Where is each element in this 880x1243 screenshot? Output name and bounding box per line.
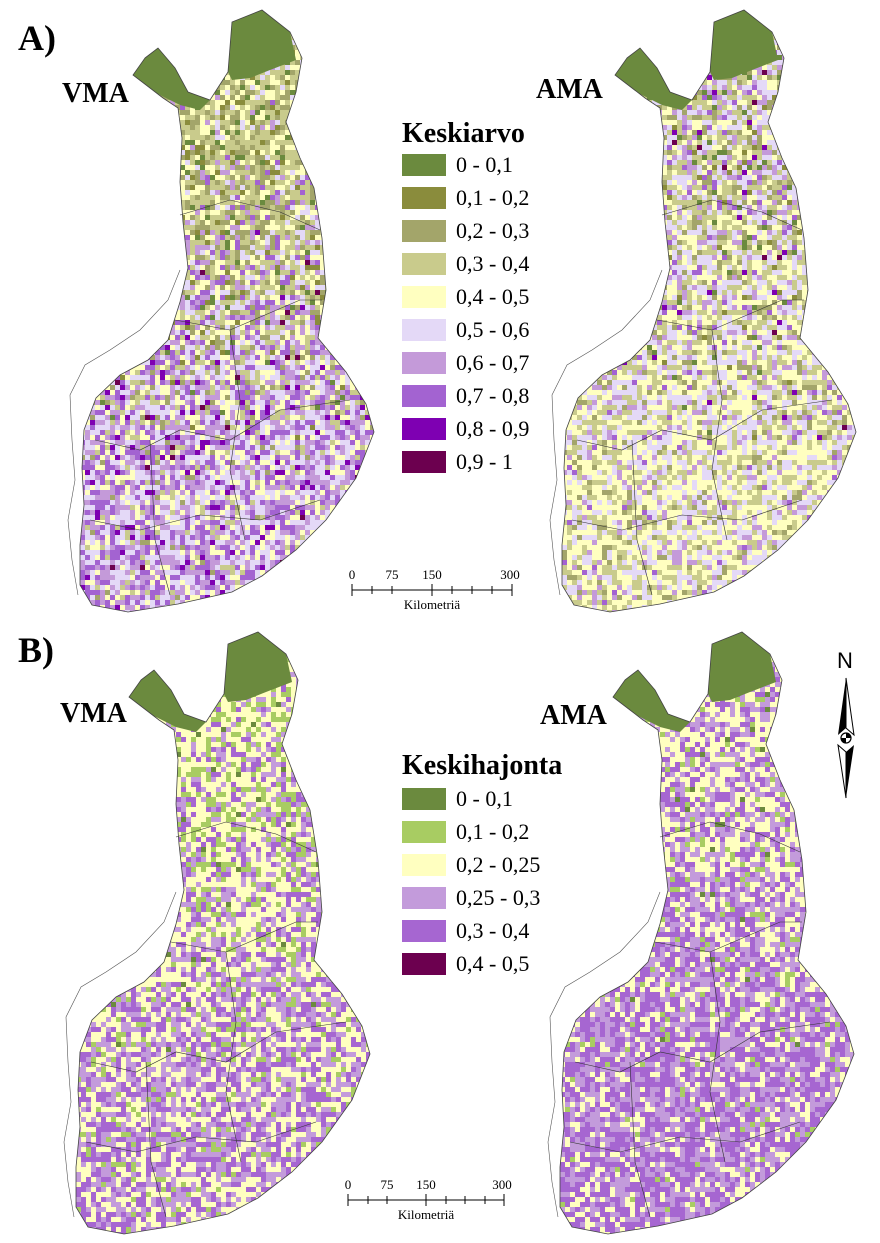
legend-label: 0,25 - 0,3 bbox=[456, 887, 540, 909]
legend-swatch bbox=[402, 451, 446, 473]
legend-item: 0 - 0,1 bbox=[402, 152, 513, 178]
region-borders bbox=[89, 199, 351, 596]
legend-swatch bbox=[402, 187, 446, 209]
legend-label: 0,2 - 0,25 bbox=[456, 854, 540, 876]
legend-item: 0,25 - 0,3 bbox=[402, 885, 540, 911]
legend-swatch bbox=[402, 319, 446, 341]
legend-item: 0,3 - 0,4 bbox=[402, 918, 529, 944]
legend-label: 0,1 - 0,2 bbox=[456, 821, 529, 843]
legend-item: 0,6 - 0,7 bbox=[402, 350, 529, 376]
legend-label: 0,2 - 0,3 bbox=[456, 220, 529, 242]
legend-item: 0,4 - 0,5 bbox=[402, 284, 529, 310]
legend-label: 0,1 - 0,2 bbox=[456, 187, 529, 209]
country-border bbox=[561, 9, 857, 613]
region-borders bbox=[571, 199, 833, 596]
legend-item: 0,4 - 0,5 bbox=[402, 951, 529, 977]
scale-tick-label: 150 bbox=[416, 1178, 436, 1191]
lapland-region bbox=[615, 10, 778, 110]
legend-item: 0,1 - 0,2 bbox=[402, 185, 529, 211]
legend-swatch bbox=[402, 352, 446, 374]
legend-item: 0,2 - 0,25 bbox=[402, 852, 540, 878]
legend-swatch bbox=[402, 854, 446, 876]
north-letter: N bbox=[837, 650, 853, 672]
scale-tick-label: 300 bbox=[500, 568, 520, 581]
coastline bbox=[549, 269, 663, 596]
lapland-region bbox=[613, 632, 776, 732]
legend-swatch bbox=[402, 887, 446, 909]
lapland-region bbox=[129, 632, 292, 732]
coastline bbox=[63, 891, 177, 1218]
legend-item: 0,8 - 0,9 bbox=[402, 416, 529, 442]
scale-tick-label: 75 bbox=[386, 568, 399, 581]
legend-item: 0,7 - 0,8 bbox=[402, 383, 529, 409]
legend-swatch bbox=[402, 953, 446, 975]
legend-label: 0,7 - 0,8 bbox=[456, 385, 529, 407]
scale-tick-label: 300 bbox=[492, 1178, 512, 1191]
map-label-b-vma: VMA bbox=[60, 700, 127, 728]
legend-item: 0,3 - 0,4 bbox=[402, 251, 529, 277]
legend-label: 0 - 0,1 bbox=[456, 788, 513, 810]
legend-title-b: Keskihajonta bbox=[402, 752, 562, 780]
scale-tick-label: 75 bbox=[381, 1178, 394, 1191]
legend-swatch bbox=[402, 418, 446, 440]
legend-swatch bbox=[402, 286, 446, 308]
legend-item: 0,5 - 0,6 bbox=[402, 317, 529, 343]
legend-swatch bbox=[402, 154, 446, 176]
legend-label: 0,6 - 0,7 bbox=[456, 352, 529, 374]
legend-swatch bbox=[402, 821, 446, 843]
country-border bbox=[559, 631, 855, 1235]
map-label-b-ama: AMA bbox=[540, 702, 607, 730]
north-arrow-icon bbox=[837, 677, 855, 799]
legend-label: 0,8 - 0,9 bbox=[456, 418, 529, 440]
panel-label-a: A) bbox=[18, 20, 56, 56]
lapland-region bbox=[133, 10, 296, 110]
region-borders bbox=[85, 821, 347, 1218]
legend-item: 0,2 - 0,3 bbox=[402, 218, 529, 244]
scale-tick-label: 150 bbox=[422, 568, 442, 581]
panel-label-b: B) bbox=[18, 632, 54, 668]
scale-bar-b bbox=[347, 1194, 505, 1206]
region-borders bbox=[569, 821, 831, 1218]
legend-swatch bbox=[402, 253, 446, 275]
scale-unit-label: Kilometriä bbox=[398, 1208, 454, 1221]
legend-label: 0,9 - 1 bbox=[456, 451, 513, 473]
scale-tick-label: 0 bbox=[349, 568, 356, 581]
coastline bbox=[547, 891, 661, 1218]
legend-label: 0,5 - 0,6 bbox=[456, 319, 529, 341]
scale-unit-label: Kilometriä bbox=[404, 598, 460, 611]
legend-swatch bbox=[402, 920, 446, 942]
map-label-a-ama: AMA bbox=[536, 76, 603, 104]
legend-swatch bbox=[402, 220, 446, 242]
scale-bar-a bbox=[351, 584, 513, 596]
country-border bbox=[79, 9, 375, 613]
legend-swatch bbox=[402, 788, 446, 810]
coastline bbox=[67, 269, 181, 596]
legend-label: 0 - 0,1 bbox=[456, 154, 513, 176]
legend-label: 0,4 - 0,5 bbox=[456, 286, 529, 308]
map-label-a-vma: VMA bbox=[62, 80, 129, 108]
legend-item: 0,1 - 0,2 bbox=[402, 819, 529, 845]
legend-label: 0,4 - 0,5 bbox=[456, 953, 529, 975]
legend-title-a: Keskiarvo bbox=[402, 120, 525, 148]
legend-item: 0 - 0,1 bbox=[402, 786, 513, 812]
legend-label: 0,3 - 0,4 bbox=[456, 253, 529, 275]
scale-tick-label: 0 bbox=[345, 1178, 352, 1191]
country-border bbox=[75, 631, 371, 1235]
legend-label: 0,3 - 0,4 bbox=[456, 920, 529, 942]
legend-item: 0,9 - 1 bbox=[402, 449, 513, 475]
legend-swatch bbox=[402, 385, 446, 407]
